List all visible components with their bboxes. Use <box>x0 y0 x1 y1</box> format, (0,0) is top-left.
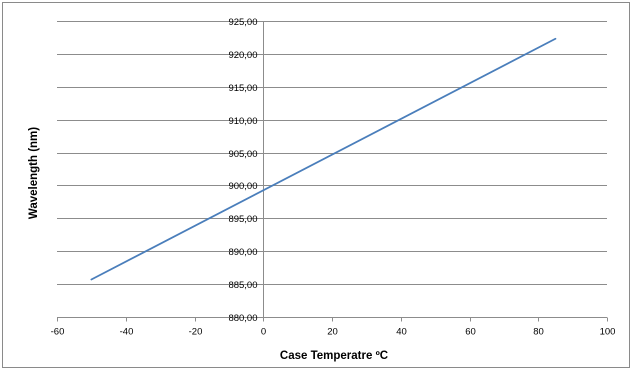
grid-lines <box>57 21 607 318</box>
x-tick-label: -40 <box>120 327 134 338</box>
y-tick-label: 900,00 <box>228 181 257 192</box>
y-tick-label: 910,00 <box>228 116 257 127</box>
chart-frame: 880,00 885,00 890,00 895,00 900,00 905,00 910,… <box>2 2 630 368</box>
x-tick-label: 80 <box>533 327 544 338</box>
y-tick-label: 915,00 <box>228 83 257 94</box>
series-line-0 <box>90 37 557 281</box>
y-tick-label: 905,00 <box>228 149 257 160</box>
y-tick-label: 880,00 <box>228 313 257 324</box>
y-tick-label: 885,00 <box>228 280 257 291</box>
x-tick-label: 20 <box>327 327 338 338</box>
y-tick-label: 920,00 <box>228 50 257 61</box>
x-tick-label: -60 <box>51 327 65 338</box>
line-chart: 880,00 885,00 890,00 895,00 900,00 905,00 910,… <box>28 17 616 362</box>
x-tick-label: 0 <box>261 327 266 338</box>
axes <box>57 21 608 322</box>
x-tick-label: 40 <box>396 327 407 338</box>
x-tick-labels: -60 -40 -20 0 20 40 60 80 100 <box>51 327 616 338</box>
x-axis-title: Case Temperatre ºC <box>280 350 388 362</box>
y-tick-labels: 880,00 885,00 890,00 895,00 900,00 905,00 910,… <box>228 17 257 324</box>
y-axis-title: Wavelength (nm) <box>28 127 40 219</box>
x-tick-label: 100 <box>600 327 616 338</box>
y-tick-label: 895,00 <box>228 214 257 225</box>
x-tick-label: -20 <box>189 327 203 338</box>
x-tick-label: 60 <box>465 327 476 338</box>
y-tick-label: 925,00 <box>228 17 257 28</box>
y-tick-label: 890,00 <box>228 247 257 258</box>
series-layer <box>90 37 557 281</box>
